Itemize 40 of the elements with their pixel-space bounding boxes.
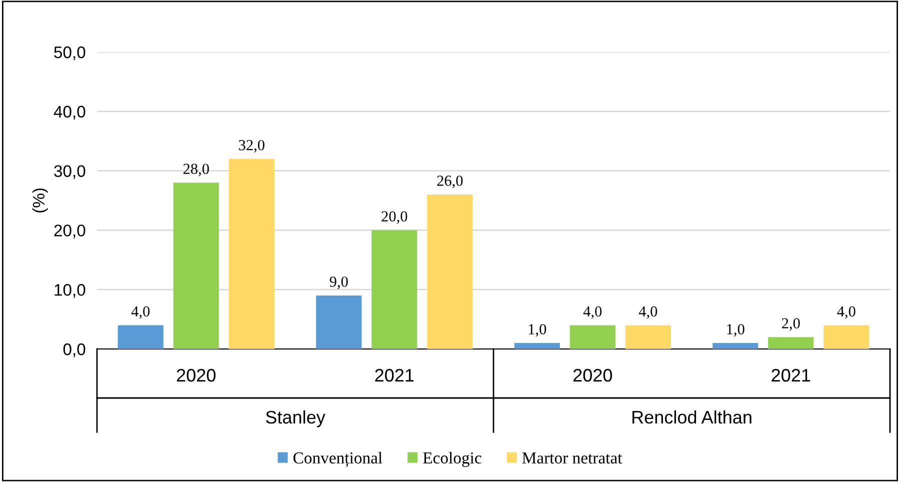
- bar: [570, 325, 616, 349]
- data-label: 1,0: [528, 324, 546, 337]
- legend-label: Martor netratat: [522, 452, 622, 464]
- data-label: 26,0: [437, 176, 463, 188]
- data-label: 4,0: [583, 306, 602, 319]
- data-label: 32,0: [238, 140, 264, 152]
- data-label: 2,0: [782, 318, 800, 331]
- x-tick-label: 2021: [375, 368, 414, 382]
- bar: [712, 343, 758, 349]
- y-tick-label: 20,0: [54, 224, 86, 238]
- bar: [625, 325, 671, 349]
- bar: [228, 158, 274, 349]
- text: Renclod Althan: [632, 410, 752, 424]
- data-label: 9,0: [330, 276, 348, 290]
- y-axis-title: (%): [32, 188, 48, 212]
- bar: [514, 343, 560, 349]
- data-label: 4,0: [837, 306, 856, 319]
- y-tick-label: 10,0: [54, 284, 86, 298]
- y-tick-label: 0,0: [63, 343, 86, 358]
- data-label: 1,0: [727, 324, 744, 337]
- data-label: 4,0: [131, 306, 150, 319]
- bar: [118, 325, 164, 349]
- x-tick-label: 2020: [573, 368, 612, 382]
- text: Stanley: [266, 410, 326, 428]
- legend-label: Convențional: [293, 452, 382, 467]
- y-tick-label: 50,0: [54, 46, 86, 60]
- bar: [173, 182, 219, 349]
- bar: [427, 194, 473, 349]
- data-label: 28,0: [183, 164, 209, 176]
- bar: [768, 337, 814, 349]
- x-tick-label: 2020: [176, 368, 216, 382]
- x-tick-label: 2021: [772, 368, 810, 382]
- data-label: 20,0: [382, 211, 408, 224]
- bar: [316, 296, 362, 349]
- data-label: 4,0: [638, 306, 658, 319]
- bar: [372, 230, 418, 349]
- y-tick-label: 40,0: [54, 106, 86, 120]
- legend-label: Ecologic: [423, 452, 482, 467]
- y-tick-label: 30,0: [54, 165, 86, 179]
- bar: [824, 325, 870, 349]
